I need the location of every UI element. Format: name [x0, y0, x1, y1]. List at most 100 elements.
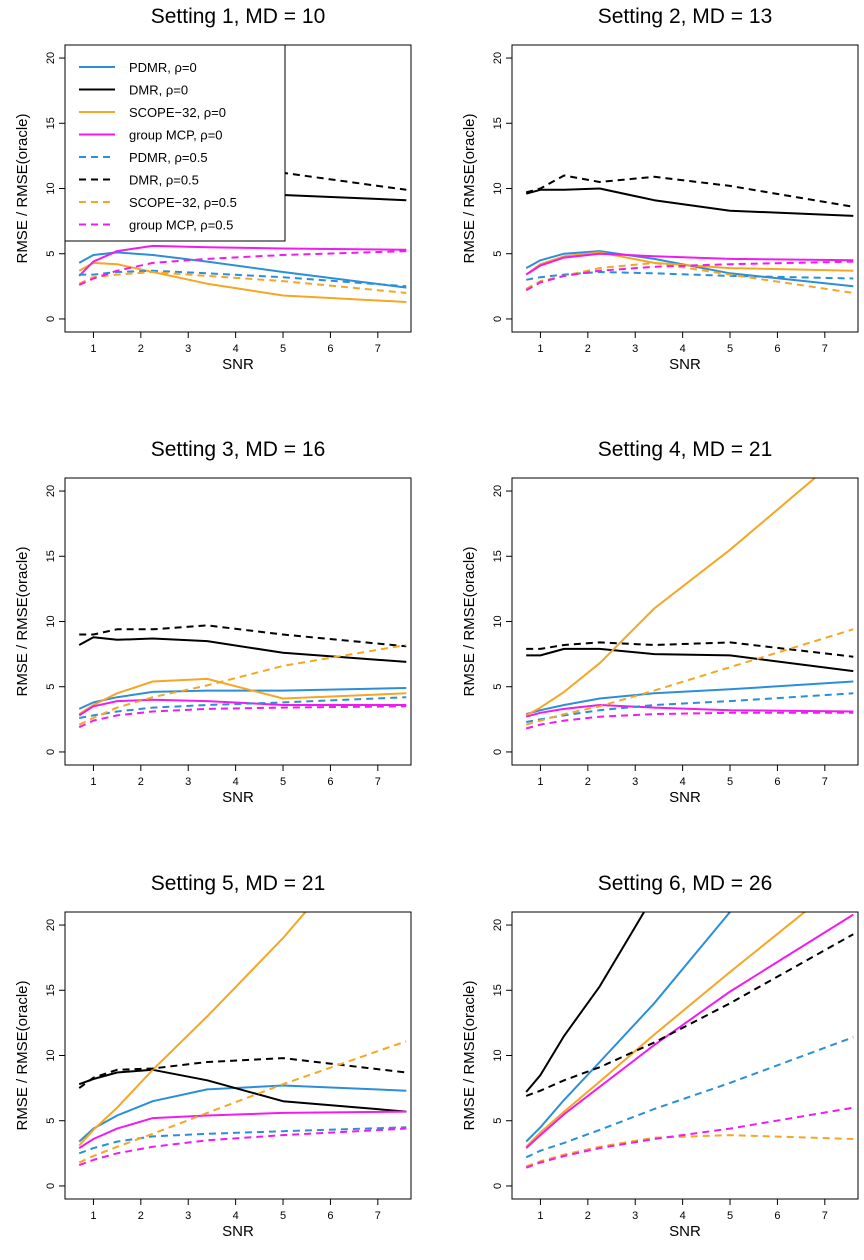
- series-lines: [78, 624, 407, 729]
- x-tick-label: 3: [632, 343, 638, 355]
- series-line-1: [78, 687, 407, 710]
- series-line-2: [78, 1068, 407, 1113]
- series-line-2: [525, 912, 646, 1093]
- x-tick-label: 1: [90, 776, 96, 788]
- y-tick-label: 5: [492, 684, 504, 690]
- y-tick-label: 10: [45, 615, 57, 627]
- chart-title: Setting 2, MD = 13: [598, 5, 773, 28]
- series-line-1: [525, 912, 732, 1143]
- series-line-7: [525, 1134, 854, 1168]
- x-tick-label: 6: [327, 343, 333, 355]
- x-tick-label: 1: [537, 1210, 543, 1222]
- y-tick-label: 20: [45, 52, 57, 64]
- legend-label: DMR, ρ=0: [129, 83, 188, 98]
- chart-title: Setting 6, MD = 26: [598, 872, 773, 895]
- x-tick-label: 7: [375, 343, 381, 355]
- y-tick-label: 10: [492, 615, 504, 627]
- series-line-2: [78, 636, 407, 663]
- x-axis-label: SNR: [669, 1223, 701, 1240]
- x-tick-label: 1: [90, 343, 96, 355]
- x-tick-label: 5: [727, 343, 733, 355]
- series-lines: [525, 478, 854, 730]
- y-tick-label: 20: [45, 485, 57, 497]
- series-line-4: [525, 913, 854, 1149]
- series-line-7: [525, 261, 854, 294]
- y-axis-label: RMSE / RMSE(oracle): [14, 546, 31, 696]
- legend-box: [64, 44, 286, 242]
- y-tick-label: 15: [45, 984, 57, 996]
- series-line-3: [525, 912, 807, 1148]
- x-tick-label: 3: [185, 343, 191, 355]
- series-lines: [78, 912, 407, 1167]
- x-tick-label: 4: [233, 776, 239, 788]
- plot-frame: [511, 44, 859, 333]
- series-line-2: [526, 647, 854, 673]
- series-line-7: [78, 1040, 407, 1164]
- chart-panel-1: Setting 1, MD = 10 1 2 3 4 5 6 7 0 5 10 15 20 SNR RMSE…: [14, 5, 412, 373]
- x-tick-label: 2: [585, 343, 591, 355]
- series-line-5: [79, 696, 407, 719]
- y-tick-label: 5: [45, 251, 57, 257]
- y-tick-label: 0: [492, 749, 504, 755]
- y-tick-label: 0: [492, 1183, 504, 1189]
- series-line-8: [525, 1106, 854, 1169]
- series-line-1: [525, 250, 854, 288]
- y-tick-label: 15: [45, 117, 57, 129]
- series-line-5: [526, 692, 854, 723]
- series-line-1: [78, 251, 407, 289]
- x-tick-label: 6: [774, 776, 780, 788]
- chart-panel-3: Setting 3, MD = 16 1 2 3 4 5 6 7 0 5 10 15 20 SNR RMSE…: [14, 438, 412, 806]
- x-tick-label: 5: [280, 343, 286, 355]
- legend-label: SCOPE−32, ρ=0.5: [129, 195, 237, 210]
- y-axis-label: RMSE / RMSE(oracle): [461, 546, 478, 696]
- series-line-8: [78, 250, 407, 286]
- y-axis-label: RMSE / RMSE(oracle): [461, 113, 478, 263]
- x-tick-label: 4: [680, 776, 686, 788]
- legend-label: SCOPE−32, ρ=0: [129, 105, 226, 120]
- series-line-3: [78, 912, 307, 1147]
- y-tick-label: 5: [45, 684, 57, 690]
- y-tick-label: 5: [492, 251, 504, 257]
- series-line-8: [525, 711, 854, 730]
- chart-title: Setting 1, MD = 10: [151, 5, 326, 28]
- x-tick-label: 2: [138, 1210, 144, 1222]
- x-tick-label: 5: [280, 1210, 286, 1222]
- x-axis-label: SNR: [222, 789, 254, 806]
- legend-label: DMR, ρ=0.5: [129, 173, 199, 188]
- plot-frame: [511, 477, 859, 766]
- x-axis-label: SNR: [669, 356, 701, 373]
- x-tick-label: 7: [822, 343, 828, 355]
- chart-panel-6: Setting 6, MD = 26 1 2 3 4 5 6 7 0 5 10 15 20 SNR RMSE…: [461, 872, 859, 1240]
- x-axis-label: SNR: [222, 356, 254, 373]
- x-tick-label: 7: [822, 1210, 828, 1222]
- series-line-3: [78, 677, 407, 715]
- y-tick-label: 15: [45, 550, 57, 562]
- y-tick-label: 15: [492, 984, 504, 996]
- chart-title: Setting 3, MD = 16: [151, 438, 326, 461]
- series-line-7: [78, 271, 407, 294]
- plot-frame: [64, 477, 412, 766]
- x-tick-label: 4: [233, 343, 239, 355]
- x-tick-label: 2: [585, 776, 591, 788]
- x-tick-label: 6: [774, 1210, 780, 1222]
- y-tick-label: 0: [45, 316, 57, 322]
- x-tick-label: 6: [327, 776, 333, 788]
- y-tick-label: 0: [45, 1183, 57, 1189]
- x-tick-label: 4: [680, 343, 686, 355]
- series-lines: [525, 174, 854, 294]
- y-tick-label: 0: [45, 749, 57, 755]
- y-tick-label: 5: [492, 1118, 504, 1124]
- series-line-4: [525, 704, 854, 718]
- chart-panel-5: Setting 5, MD = 211 2 3 4 5 6 705101520SNRRMSE…: [14, 872, 412, 1240]
- y-tick-label: 20: [45, 919, 57, 931]
- series-line-6: [526, 641, 854, 658]
- x-tick-label: 2: [138, 776, 144, 788]
- x-tick-label: 4: [680, 1210, 686, 1222]
- y-tick-label: 20: [492, 52, 504, 64]
- series-line-6: [525, 174, 854, 208]
- x-axis-label: SNR: [669, 789, 701, 806]
- x-tick-label: 7: [375, 1210, 381, 1222]
- chart-title: Setting 5, MD = 21: [151, 872, 326, 895]
- series-line-4: [78, 244, 407, 277]
